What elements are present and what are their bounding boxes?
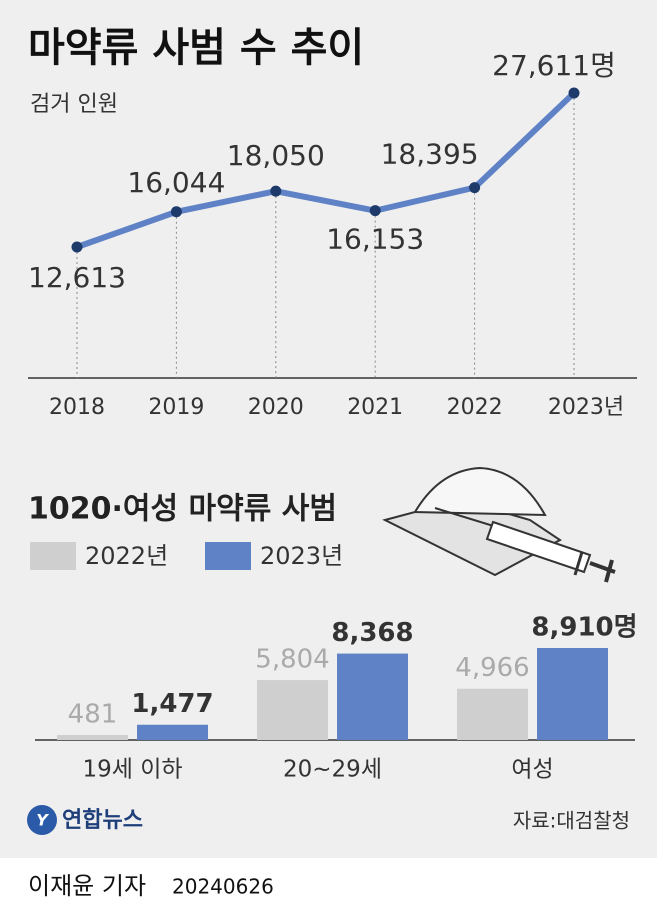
x-tick-label: 2021 [347, 395, 403, 420]
legend-swatch [205, 542, 251, 570]
bar [457, 688, 528, 740]
bar [57, 735, 128, 740]
source: 자료:대검찰청 [513, 809, 630, 833]
data-label: 27,611명 [492, 49, 616, 82]
x-tick-label: 여성 [511, 757, 553, 783]
legend-label: 2023년 [260, 542, 343, 570]
data-label: 18,395 [381, 138, 479, 171]
x-tick-label: 2023년 [548, 395, 624, 420]
date: 20240626 [172, 875, 274, 899]
data-label: 8,368 [331, 618, 413, 648]
data-point [369, 205, 381, 217]
bar [537, 648, 608, 740]
data-label: 4,966 [455, 653, 529, 683]
data-label: 16,153 [326, 223, 424, 256]
data-point [71, 241, 83, 253]
chart-title: 마약류 사범 수 추이 [28, 25, 364, 71]
x-tick-label: 2018 [49, 395, 105, 420]
footer-background [0, 858, 657, 920]
data-label: 481 [68, 700, 118, 730]
syringe-illustration [382, 466, 616, 583]
svg-text:Y: Y [36, 811, 49, 830]
data-point [270, 185, 282, 197]
logo: Y 연합뉴스 [27, 805, 143, 835]
data-point [568, 87, 580, 99]
data-label: 1,477 [131, 689, 213, 719]
legend-label: 2022년 [85, 542, 168, 570]
logo-text: 연합뉴스 [62, 807, 143, 833]
data-label: 5,804 [255, 645, 329, 675]
reporter: 이재윤 기자 [28, 872, 146, 900]
x-tick-label: 2020 [248, 395, 304, 420]
bar [337, 653, 408, 740]
bar [137, 724, 208, 740]
legend-swatch [30, 542, 76, 570]
x-tick-label: 19세 이하 [82, 757, 182, 783]
data-label: 12,613 [28, 261, 126, 294]
chart-title: 1020·여성 마약류 사범 [28, 492, 337, 527]
bar [257, 680, 328, 740]
data-label: 18,050 [227, 139, 325, 172]
data-line [75, 90, 577, 250]
data-point [469, 182, 481, 194]
x-tick-label: 2022 [447, 395, 503, 420]
x-tick-label: 20~29세 [283, 757, 382, 783]
data-label: 16,044 [127, 166, 225, 199]
data-label: 8,910명 [531, 613, 637, 643]
chart-subtitle: 검거 인원 [30, 92, 118, 117]
data-point [170, 206, 182, 218]
x-tick-label: 2019 [148, 395, 204, 420]
